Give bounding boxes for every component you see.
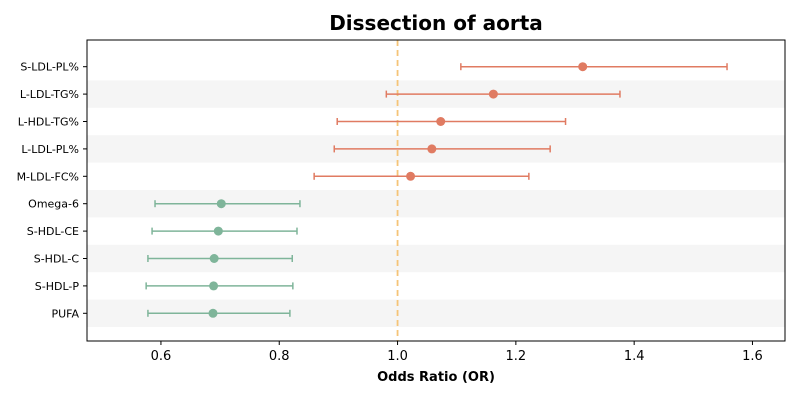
x-tick-label: 1.6 [742,349,763,364]
x-tick-label: 0.8 [269,349,290,364]
plot-frame [86,39,786,342]
y-tick-label: S-HDL-P [35,280,80,293]
x-tick-label: 1.0 [387,349,408,364]
point-estimate [208,308,218,318]
y-tick-label: L-LDL-PL% [21,143,79,156]
y-tick-label: M-LDL-FC% [17,170,79,183]
y-tick-label: PUFA [51,307,79,320]
y-tick-label: L-LDL-TG% [20,88,79,101]
point-estimate [209,281,219,291]
point-estimate [209,254,219,263]
y-tick-label: S-HDL-CE [27,225,79,238]
y-tick-label: Omega-6 [28,198,79,211]
data-marks [145,62,728,318]
point-estimate [216,199,226,209]
point-estimate [406,171,416,181]
point-estimate [213,226,223,236]
y-tick-label: L-HDL-TG% [18,116,79,129]
point-estimate [427,144,437,154]
x-tick-label: 1.4 [624,349,645,364]
point-estimate [436,117,446,126]
y-axis: S-LDL-PL% L-LDL-TG% L-HDL-TG% L-LDL-PL% M-LD… [17,61,87,320]
point-estimate [578,62,588,72]
x-tick-label: 0.6 [151,349,172,364]
chart-title: Dissection of aorta [329,11,543,35]
x-tick-label: 1.2 [506,349,527,364]
y-tick-label: S-HDL-C [34,253,80,266]
x-axis: 0.6 0.8 1.0 1.2 1.4 1.6 [151,341,763,364]
x-axis-label: Odds Ratio (OR) [377,370,495,385]
point-estimate [488,89,498,99]
y-tick-label: S-LDL-PL% [20,61,79,74]
